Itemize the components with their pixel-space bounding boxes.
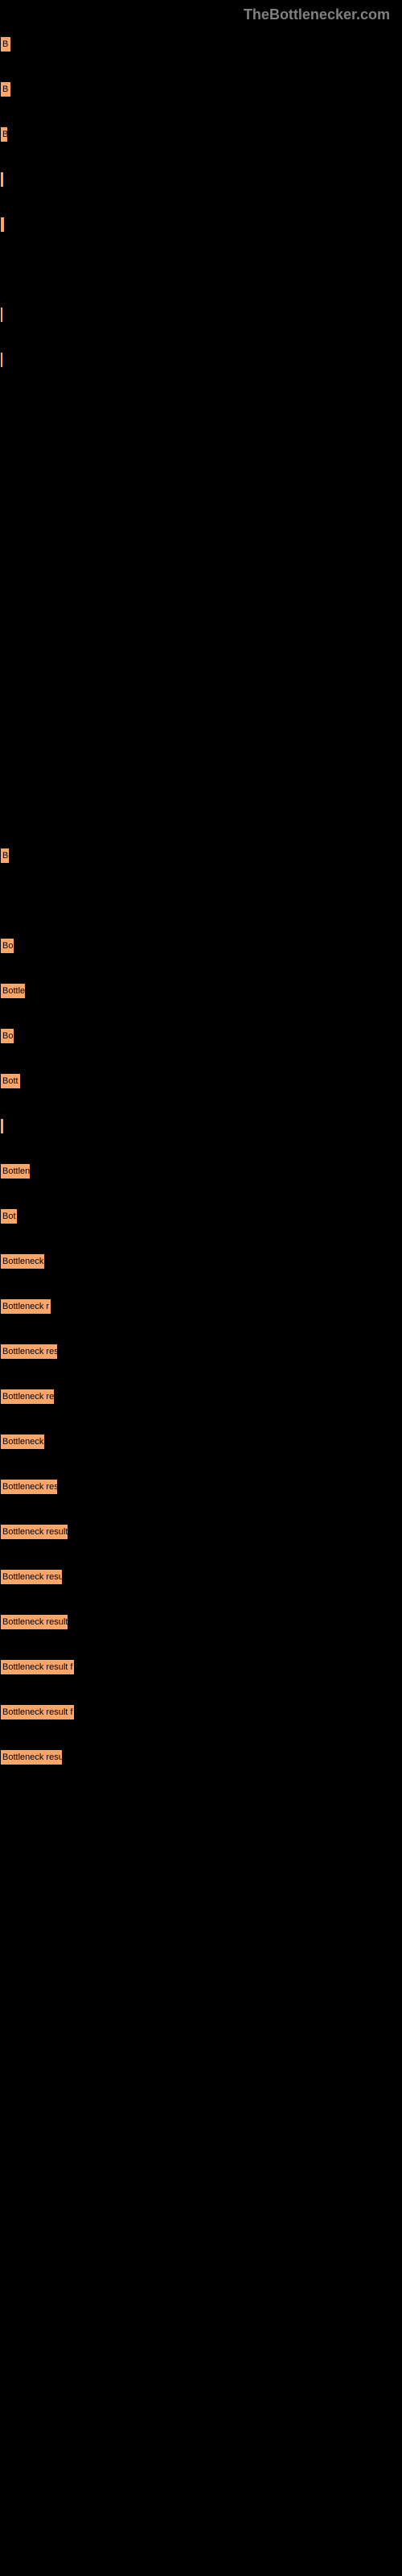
chart-bar: Bottleneck result — [0, 1524, 68, 1540]
chart-bar — [0, 307, 3, 323]
chart-bar: Bottleneck res — [0, 1344, 58, 1360]
chart-bar: B — [0, 848, 10, 864]
chart-bar: Bott — [0, 1073, 21, 1089]
chart-bar: Bottle — [0, 983, 26, 999]
chart-bar: Bottleneck r — [0, 1298, 51, 1315]
chart-bar: Bottleneck result f — [0, 1704, 75, 1720]
chart-bar — [0, 352, 3, 368]
chart-bar — [0, 217, 5, 233]
chart-bar: Bottleneck resu — [0, 1569, 63, 1585]
chart-bar: Bottleneck re — [0, 1389, 55, 1405]
chart-bar: Bottleneck res — [0, 1479, 58, 1495]
chart-bar: Bottleneck result f — [0, 1659, 75, 1675]
chart-bar: B — [0, 81, 11, 97]
chart-bar — [0, 171, 4, 188]
watermark-text: TheBottlenecker.com — [244, 6, 390, 23]
chart-bar — [0, 1118, 4, 1134]
chart-bar: Bottleneck result — [0, 1614, 68, 1630]
chart-bar: Bottleneck — [0, 1434, 45, 1450]
chart-bar: Bo — [0, 1028, 14, 1044]
chart-bar: Bo — [0, 938, 14, 954]
chart-bar: Bottleneck — [0, 1253, 45, 1269]
chart-bar: Bottleneck resu — [0, 1749, 63, 1765]
chart-bar: B — [0, 36, 11, 52]
chart-bar: Bot — [0, 1208, 18, 1224]
chart-bar: Bottlen — [0, 1163, 31, 1179]
chart-bar: B — [0, 126, 8, 142]
